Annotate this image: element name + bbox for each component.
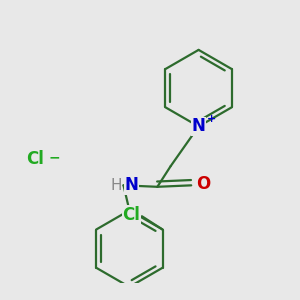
Text: Cl: Cl bbox=[26, 150, 44, 168]
Text: N: N bbox=[125, 176, 139, 194]
Text: Cl: Cl bbox=[123, 206, 140, 224]
Text: N: N bbox=[192, 117, 206, 135]
Text: +: + bbox=[207, 114, 216, 124]
Text: H: H bbox=[110, 178, 122, 193]
Text: −: − bbox=[48, 150, 60, 164]
Text: O: O bbox=[196, 175, 211, 193]
